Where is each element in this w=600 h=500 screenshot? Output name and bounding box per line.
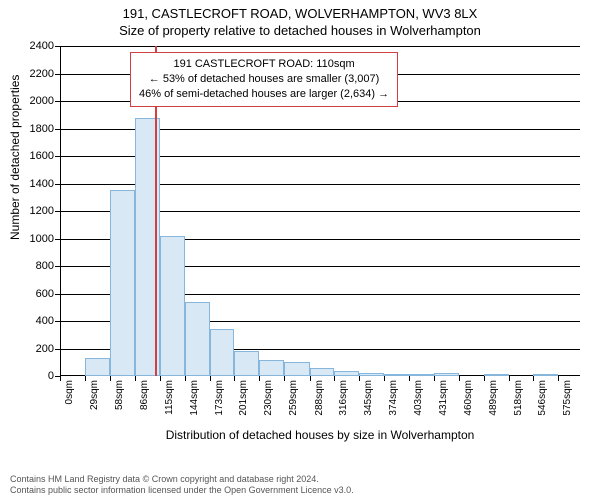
x-tick [60, 376, 61, 381]
x-tick [210, 376, 211, 381]
x-tick [85, 376, 86, 381]
y-tick-label: 1000 [30, 233, 54, 245]
x-tick [434, 376, 435, 381]
y-tick [55, 156, 60, 157]
y-tick [55, 321, 60, 322]
chart-title-line2: Size of property relative to detached ho… [0, 21, 600, 38]
x-tick [160, 376, 161, 381]
histogram-bar [409, 374, 433, 376]
y-tick [55, 349, 60, 350]
annotation-line-0: 191 CASTLECROFT ROAD: 110sqm [139, 57, 389, 72]
x-tick-label: 374sqm [388, 380, 399, 416]
y-tick-label: 200 [36, 343, 54, 355]
chart-container: 191, CASTLECROFT ROAD, WOLVERHAMPTON, WV… [0, 0, 600, 500]
y-tick [55, 129, 60, 130]
x-tick-label: 316sqm [338, 380, 349, 416]
histogram-bar [210, 329, 234, 376]
x-tick [334, 376, 335, 381]
x-tick [459, 376, 460, 381]
footer-line2: Contains public sector information licen… [10, 485, 354, 496]
x-tick [185, 376, 186, 381]
x-tick-label: 489sqm [488, 380, 499, 416]
y-tick-label: 600 [36, 288, 54, 300]
x-tick-label: 575sqm [562, 380, 573, 416]
y-tick-label: 1400 [30, 178, 54, 190]
histogram-bar [185, 302, 210, 376]
x-tick [484, 376, 485, 381]
histogram-bar [384, 374, 409, 376]
annotation-line-2: 46% of semi-detached houses are larger (… [139, 87, 389, 102]
y-tick-label: 1600 [30, 150, 54, 162]
footer-line1: Contains HM Land Registry data © Crown c… [10, 474, 354, 485]
y-tick-label: 1800 [30, 123, 54, 135]
x-tick [259, 376, 260, 381]
x-tick [409, 376, 410, 381]
x-tick [384, 376, 385, 381]
x-tick-label: 546sqm [537, 380, 548, 416]
histogram-bar [234, 351, 259, 376]
x-tick-label: 460sqm [463, 380, 474, 416]
x-tick [234, 376, 235, 381]
x-tick-label: 29sqm [89, 380, 100, 410]
histogram-bar [434, 373, 459, 376]
x-tick-label: 86sqm [139, 380, 150, 410]
y-tick-label: 2200 [30, 68, 54, 80]
x-tick-label: 288sqm [314, 380, 325, 416]
histogram-bar [160, 236, 185, 376]
y-tick-label: 2400 [30, 40, 54, 52]
x-tick [135, 376, 136, 381]
histogram-bar [259, 360, 284, 377]
x-tick-label: 259sqm [288, 380, 299, 416]
x-tick [310, 376, 311, 381]
x-tick-label: 403sqm [413, 380, 424, 416]
x-tick-label: 115sqm [164, 380, 175, 415]
x-tick-label: 58sqm [114, 380, 125, 410]
histogram-bar [85, 358, 110, 376]
histogram-bar [110, 190, 134, 376]
y-tick [55, 101, 60, 102]
chart-title-line1: 191, CASTLECROFT ROAD, WOLVERHAMPTON, WV… [0, 0, 600, 21]
y-tick-label: 400 [36, 315, 54, 327]
y-tick-label: 0 [48, 370, 54, 382]
y-tick [55, 46, 60, 47]
footer-attribution: Contains HM Land Registry data © Crown c… [10, 474, 354, 496]
histogram-bar [533, 374, 558, 376]
x-tick-label: 230sqm [263, 380, 274, 416]
annotation-line-1: ← 53% of detached houses are smaller (3,… [139, 72, 389, 87]
y-tick [55, 184, 60, 185]
x-tick [509, 376, 510, 381]
y-tick-label: 2000 [30, 95, 54, 107]
x-tick-label: 345sqm [363, 380, 374, 416]
y-tick-label: 1200 [30, 205, 54, 217]
x-tick-label: 144sqm [189, 380, 200, 416]
y-tick-label: 800 [36, 260, 54, 272]
y-tick [55, 294, 60, 295]
x-tick [558, 376, 559, 381]
x-tick [359, 376, 360, 381]
x-tick [110, 376, 111, 381]
x-tick-label: 431sqm [438, 380, 449, 416]
gridline [60, 46, 580, 47]
y-tick [55, 239, 60, 240]
x-tick-label: 518sqm [513, 380, 524, 416]
x-tick-label: 201sqm [238, 380, 249, 416]
x-tick [284, 376, 285, 381]
histogram-bar [284, 362, 309, 376]
x-tick-label: 173sqm [214, 380, 225, 416]
annotation-box: 191 CASTLECROFT ROAD: 110sqm← 53% of det… [130, 52, 398, 107]
y-axis-label: Number of detached properties [8, 75, 22, 240]
x-tick-label: 0sqm [64, 380, 75, 404]
histogram-bar [310, 368, 334, 376]
plot-area: 0200400600800100012001400160018002000220… [60, 46, 580, 376]
histogram-bar [484, 374, 509, 376]
y-tick [55, 74, 60, 75]
y-tick [55, 266, 60, 267]
x-axis-label: Distribution of detached houses by size … [60, 428, 580, 442]
y-tick [55, 211, 60, 212]
histogram-bar [334, 371, 359, 377]
x-tick [533, 376, 534, 381]
histogram-bar [359, 373, 384, 376]
